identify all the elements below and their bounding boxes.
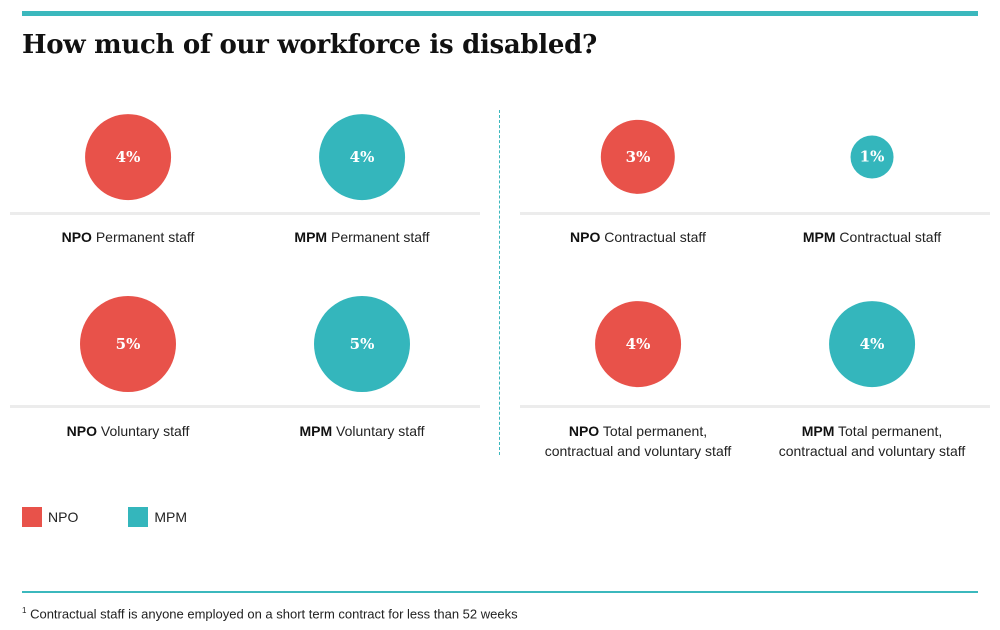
bubble-category-label: NPO Contractual staff <box>570 229 706 245</box>
bubble-cell-mpm-total-permanent-contractual-and-voluntary-staff: 4% MPM Total permanent, contractual and vo… <box>754 291 990 459</box>
bubble-category-label: MPM Voluntary staff <box>299 423 425 439</box>
legend: NPO MPM <box>22 507 187 527</box>
bubble-value-label: 5% <box>115 335 141 353</box>
bubble-category-label: NPO Permanent staff <box>61 229 195 245</box>
bubble-area: 3% <box>533 111 743 203</box>
bubble: 4% <box>319 114 405 200</box>
bubble: 3% <box>600 119 676 195</box>
chart-title: How much of our workforce is disabled? <box>22 30 597 60</box>
bubble-baseline <box>10 405 246 408</box>
legend-swatch-npo <box>22 507 42 527</box>
bubble-category-label: MPM Permanent staff <box>294 229 430 245</box>
bubble-cell-npo-contractual-staff: 3% NPO Contractual staff <box>520 111 756 245</box>
bubble-category-label: MPM Total permanent, contractual and volu… <box>778 423 966 459</box>
bubble-area: 4% <box>23 111 233 203</box>
bubble-baseline <box>754 212 990 215</box>
bottom-rule <box>22 591 978 593</box>
bubble: 5% <box>80 296 176 392</box>
bubble-cell-npo-total-permanent-contractual-and-voluntary-staff: 4% NPO Total permanent, contractual and vo… <box>520 291 756 459</box>
bubble-area: 1% <box>767 111 977 203</box>
bubble-value-label: 3% <box>625 147 651 166</box>
bubble-baseline <box>754 405 990 408</box>
bubble-baseline <box>520 212 756 215</box>
bubble-org-label: MPM <box>294 229 328 245</box>
bubble-value-label: 1% <box>859 147 885 166</box>
legend-item-npo: NPO <box>22 507 78 527</box>
bubble-cell-mpm-voluntary-staff: 5% MPM Voluntary staff <box>244 291 480 439</box>
bubble-org-label: NPO <box>568 423 600 439</box>
bubble-org-label: MPM <box>802 229 836 245</box>
bubble: 4% <box>829 301 915 387</box>
bubble-org-label: NPO <box>570 229 601 245</box>
bubble-cell-npo-permanent-staff: 4% NPO Permanent staff <box>10 111 246 245</box>
legend-swatch-mpm <box>128 507 149 527</box>
bubble-org-label: NPO <box>66 423 97 439</box>
bubble: 5% <box>314 296 410 392</box>
bubble-area: 4% <box>767 291 977 397</box>
bubble: 1% <box>850 135 894 179</box>
bubble-baseline <box>10 212 246 215</box>
bubble-cell-mpm-permanent-staff: 4% MPM Permanent staff <box>244 111 480 245</box>
bubble-org-label: MPM <box>801 423 835 439</box>
bubble-category-label: NPO Voluntary staff <box>66 423 190 439</box>
footnote-marker: 1 <box>22 606 27 615</box>
bubble: 4% <box>85 114 171 200</box>
bubble-category-label: MPM Contractual staff <box>802 229 942 245</box>
bubble-area: 5% <box>23 291 233 397</box>
bubble-area: 5% <box>257 291 467 397</box>
legend-label-npo: NPO <box>48 509 79 525</box>
bubble: 4% <box>595 301 681 387</box>
legend-item-mpm: MPM <box>128 507 187 527</box>
bubble-org-label: MPM <box>299 423 333 439</box>
bubble-area: 4% <box>257 111 467 203</box>
top-rule <box>22 11 978 16</box>
bubble-baseline <box>244 405 480 408</box>
bubble-value-label: 4% <box>859 334 885 353</box>
bubble-value-label: 4% <box>349 147 375 166</box>
bubble-value-label: 4% <box>625 334 651 353</box>
bubble-cell-npo-voluntary-staff: 5% NPO Voluntary staff <box>10 291 246 439</box>
bubble-value-label: 5% <box>349 335 375 353</box>
bubble-cell-mpm-contractual-staff: 1% MPM Contractual staff <box>754 111 990 245</box>
section-divider <box>499 110 500 455</box>
bubble-baseline <box>244 212 480 215</box>
bubble-category-label: NPO Total permanent, contractual and volu… <box>544 423 732 459</box>
footnote: 1 Contractual staff is anyone employed o… <box>22 606 518 621</box>
bubble-org-label: NPO <box>61 229 92 245</box>
bubble-area: 4% <box>533 291 743 397</box>
bubble-baseline <box>520 405 756 408</box>
footnote-text: Contractual staff is anyone employed on … <box>30 606 518 622</box>
bubble-value-label: 4% <box>115 147 141 166</box>
legend-label-mpm: MPM <box>154 509 188 525</box>
